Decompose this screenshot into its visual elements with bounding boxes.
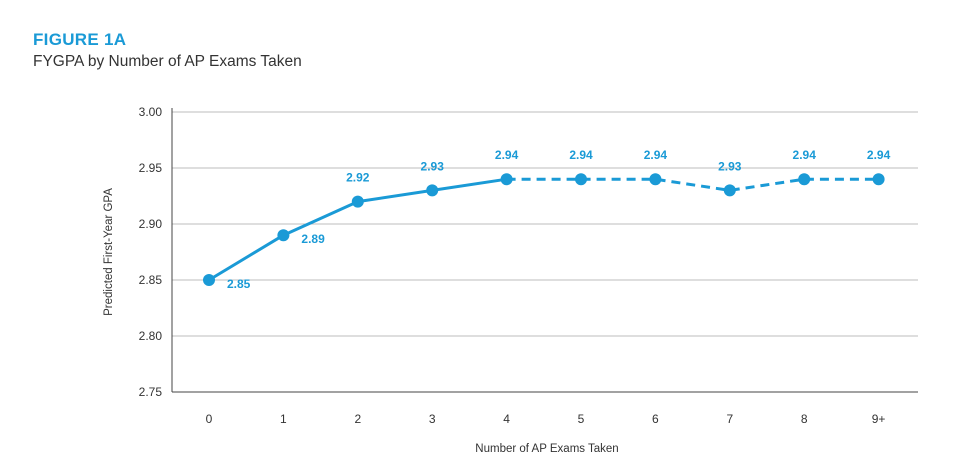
data-label: 2.94	[569, 148, 593, 162]
data-lines	[207, 177, 879, 282]
x-tick-label: 4	[503, 412, 510, 426]
data-label: 2.94	[867, 148, 891, 162]
data-label: 2.94	[793, 148, 817, 162]
x-tick-label: 7	[726, 412, 733, 426]
figure-title: FYGPA by Number of AP Exams Taken	[33, 53, 302, 70]
series-line-dashed	[506, 177, 879, 192]
x-tick-label: 2	[354, 412, 361, 426]
y-tick-label: 2.80	[139, 329, 163, 343]
data-labels: 2.85 2.89 2.92 2.93 2.94 2.94 2.94 2.93 2.94 2.94	[227, 148, 891, 291]
y-axis-title: Predicted First-Year GPA	[103, 188, 115, 316]
x-tick-label: 9+	[872, 412, 886, 426]
y-tick-label: 2.75	[139, 385, 163, 399]
x-tick-label: 8	[801, 412, 808, 426]
y-tick-labels: 2.75 2.80 2.85 2.90 2.95 3.00	[139, 105, 163, 399]
y-tick-label: 3.00	[139, 105, 163, 119]
data-point	[426, 184, 439, 197]
y-tick-label: 2.90	[139, 217, 163, 231]
data-point	[649, 173, 662, 186]
data-label: 2.89	[301, 232, 325, 246]
axes	[171, 108, 918, 393]
x-tick-label: 6	[652, 412, 659, 426]
y-tick-label: 2.95	[139, 161, 163, 175]
x-axis-title: Number of AP Exams Taken	[475, 443, 618, 455]
data-label: 2.85	[227, 277, 251, 291]
data-point	[723, 184, 736, 197]
x-tick-label: 5	[578, 412, 585, 426]
figure-label: FIGURE 1A	[33, 30, 127, 49]
data-point	[872, 173, 885, 186]
data-label: 2.93	[718, 159, 742, 173]
x-tick-label: 1	[280, 412, 287, 426]
x-tick-label: 0	[206, 412, 213, 426]
data-point	[500, 173, 513, 186]
data-point	[351, 195, 364, 208]
data-points	[203, 173, 885, 286]
x-tick-labels: 0 1 2 3 4 5 6 7 8 9+	[206, 412, 886, 426]
data-label: 2.93	[421, 159, 445, 173]
data-label: 2.94	[644, 148, 668, 162]
data-point	[203, 274, 215, 286]
data-point	[277, 229, 290, 242]
gridlines	[172, 111, 918, 337]
y-tick-label: 2.85	[139, 273, 163, 287]
data-point	[575, 173, 587, 186]
data-point	[798, 173, 811, 186]
data-label: 2.94	[495, 148, 519, 162]
series-line-solid	[207, 177, 509, 282]
data-label: 2.92	[346, 171, 370, 185]
x-tick-label: 3	[429, 412, 436, 426]
